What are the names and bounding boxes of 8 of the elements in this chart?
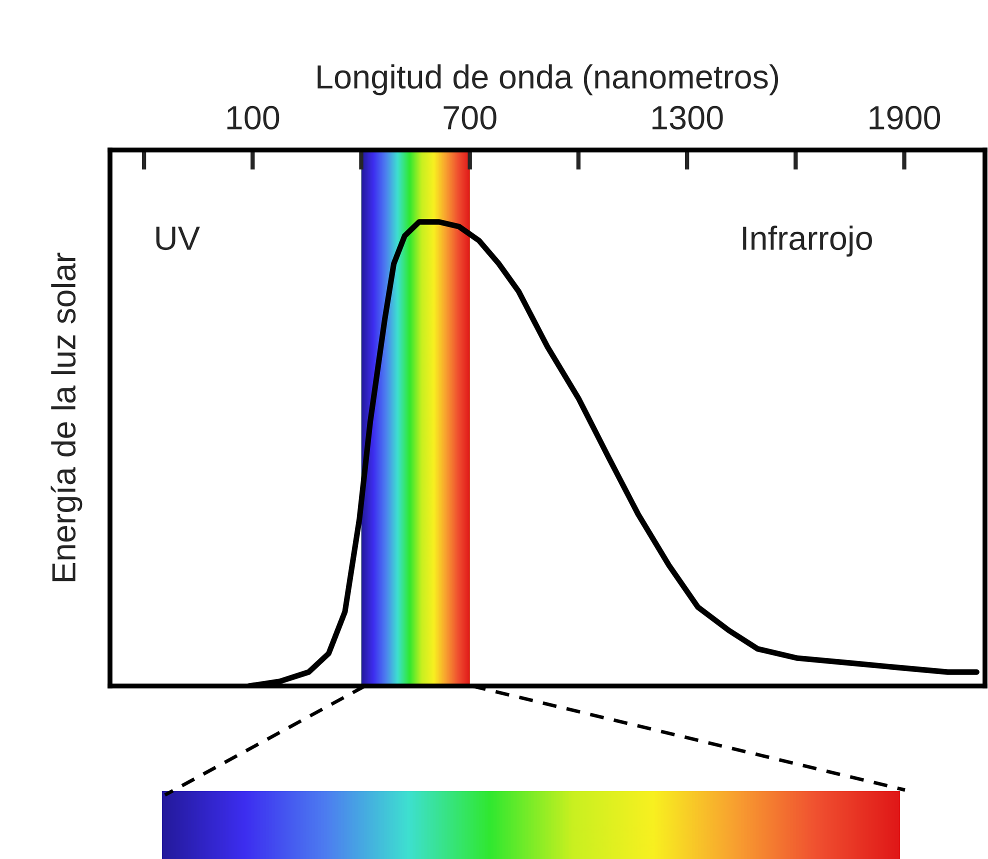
x-tick-label: 700: [444, 106, 496, 130]
x-tick-label: 1900: [870, 106, 940, 130]
annotation: UV: [156, 226, 200, 250]
y-axis-title: Energía de la luz solar: [50, 252, 82, 582]
x-axis-title: Longitud de onda (nanometros): [318, 64, 778, 96]
x-tick-label: 100: [227, 106, 280, 130]
x-tick-label: 1300: [652, 106, 723, 130]
annotation: Infrarrojo: [743, 226, 872, 257]
